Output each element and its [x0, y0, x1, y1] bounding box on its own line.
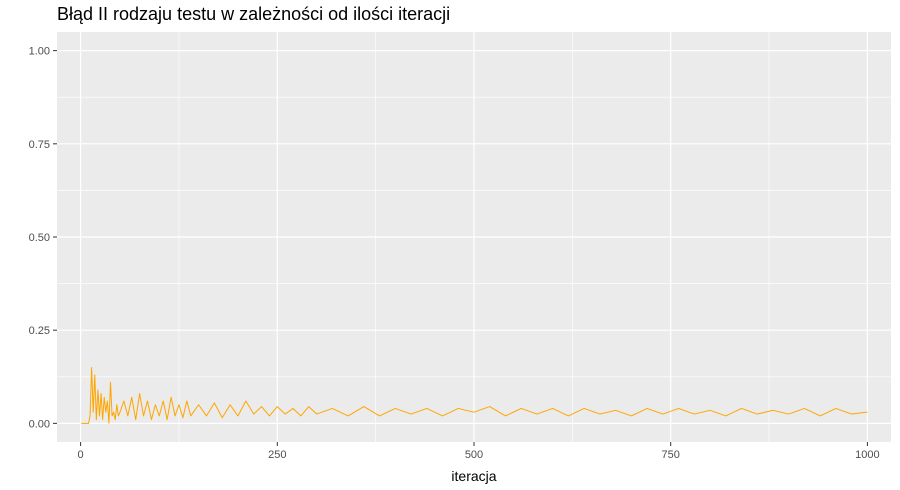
- y-tick-label: 0.75: [29, 139, 50, 151]
- y-tick-label: 0.00: [29, 418, 50, 430]
- x-tick-label: 0: [78, 449, 84, 461]
- chart-title: Błąd II rodzaju testu w zależności od il…: [57, 4, 451, 24]
- x-axis-ticks: 0 250 500 750 1000: [78, 442, 880, 461]
- series-layer: [81, 366, 868, 424]
- x-axis-title: iteracja: [451, 468, 496, 484]
- series-line-0: [81, 366, 868, 424]
- y-tick-label: 0.50: [29, 232, 50, 244]
- x-tick-label: 750: [662, 449, 680, 461]
- x-tick-label: 500: [465, 449, 483, 461]
- y-axis-ticks: 0.00 0.25 0.50 0.75 1.00: [29, 46, 57, 430]
- grid-major: [57, 32, 891, 442]
- x-tick-label: 1000: [855, 449, 879, 461]
- x-tick-label: 250: [268, 449, 286, 461]
- y-tick-label: 0.25: [29, 325, 50, 337]
- y-tick-label: 1.00: [29, 46, 50, 58]
